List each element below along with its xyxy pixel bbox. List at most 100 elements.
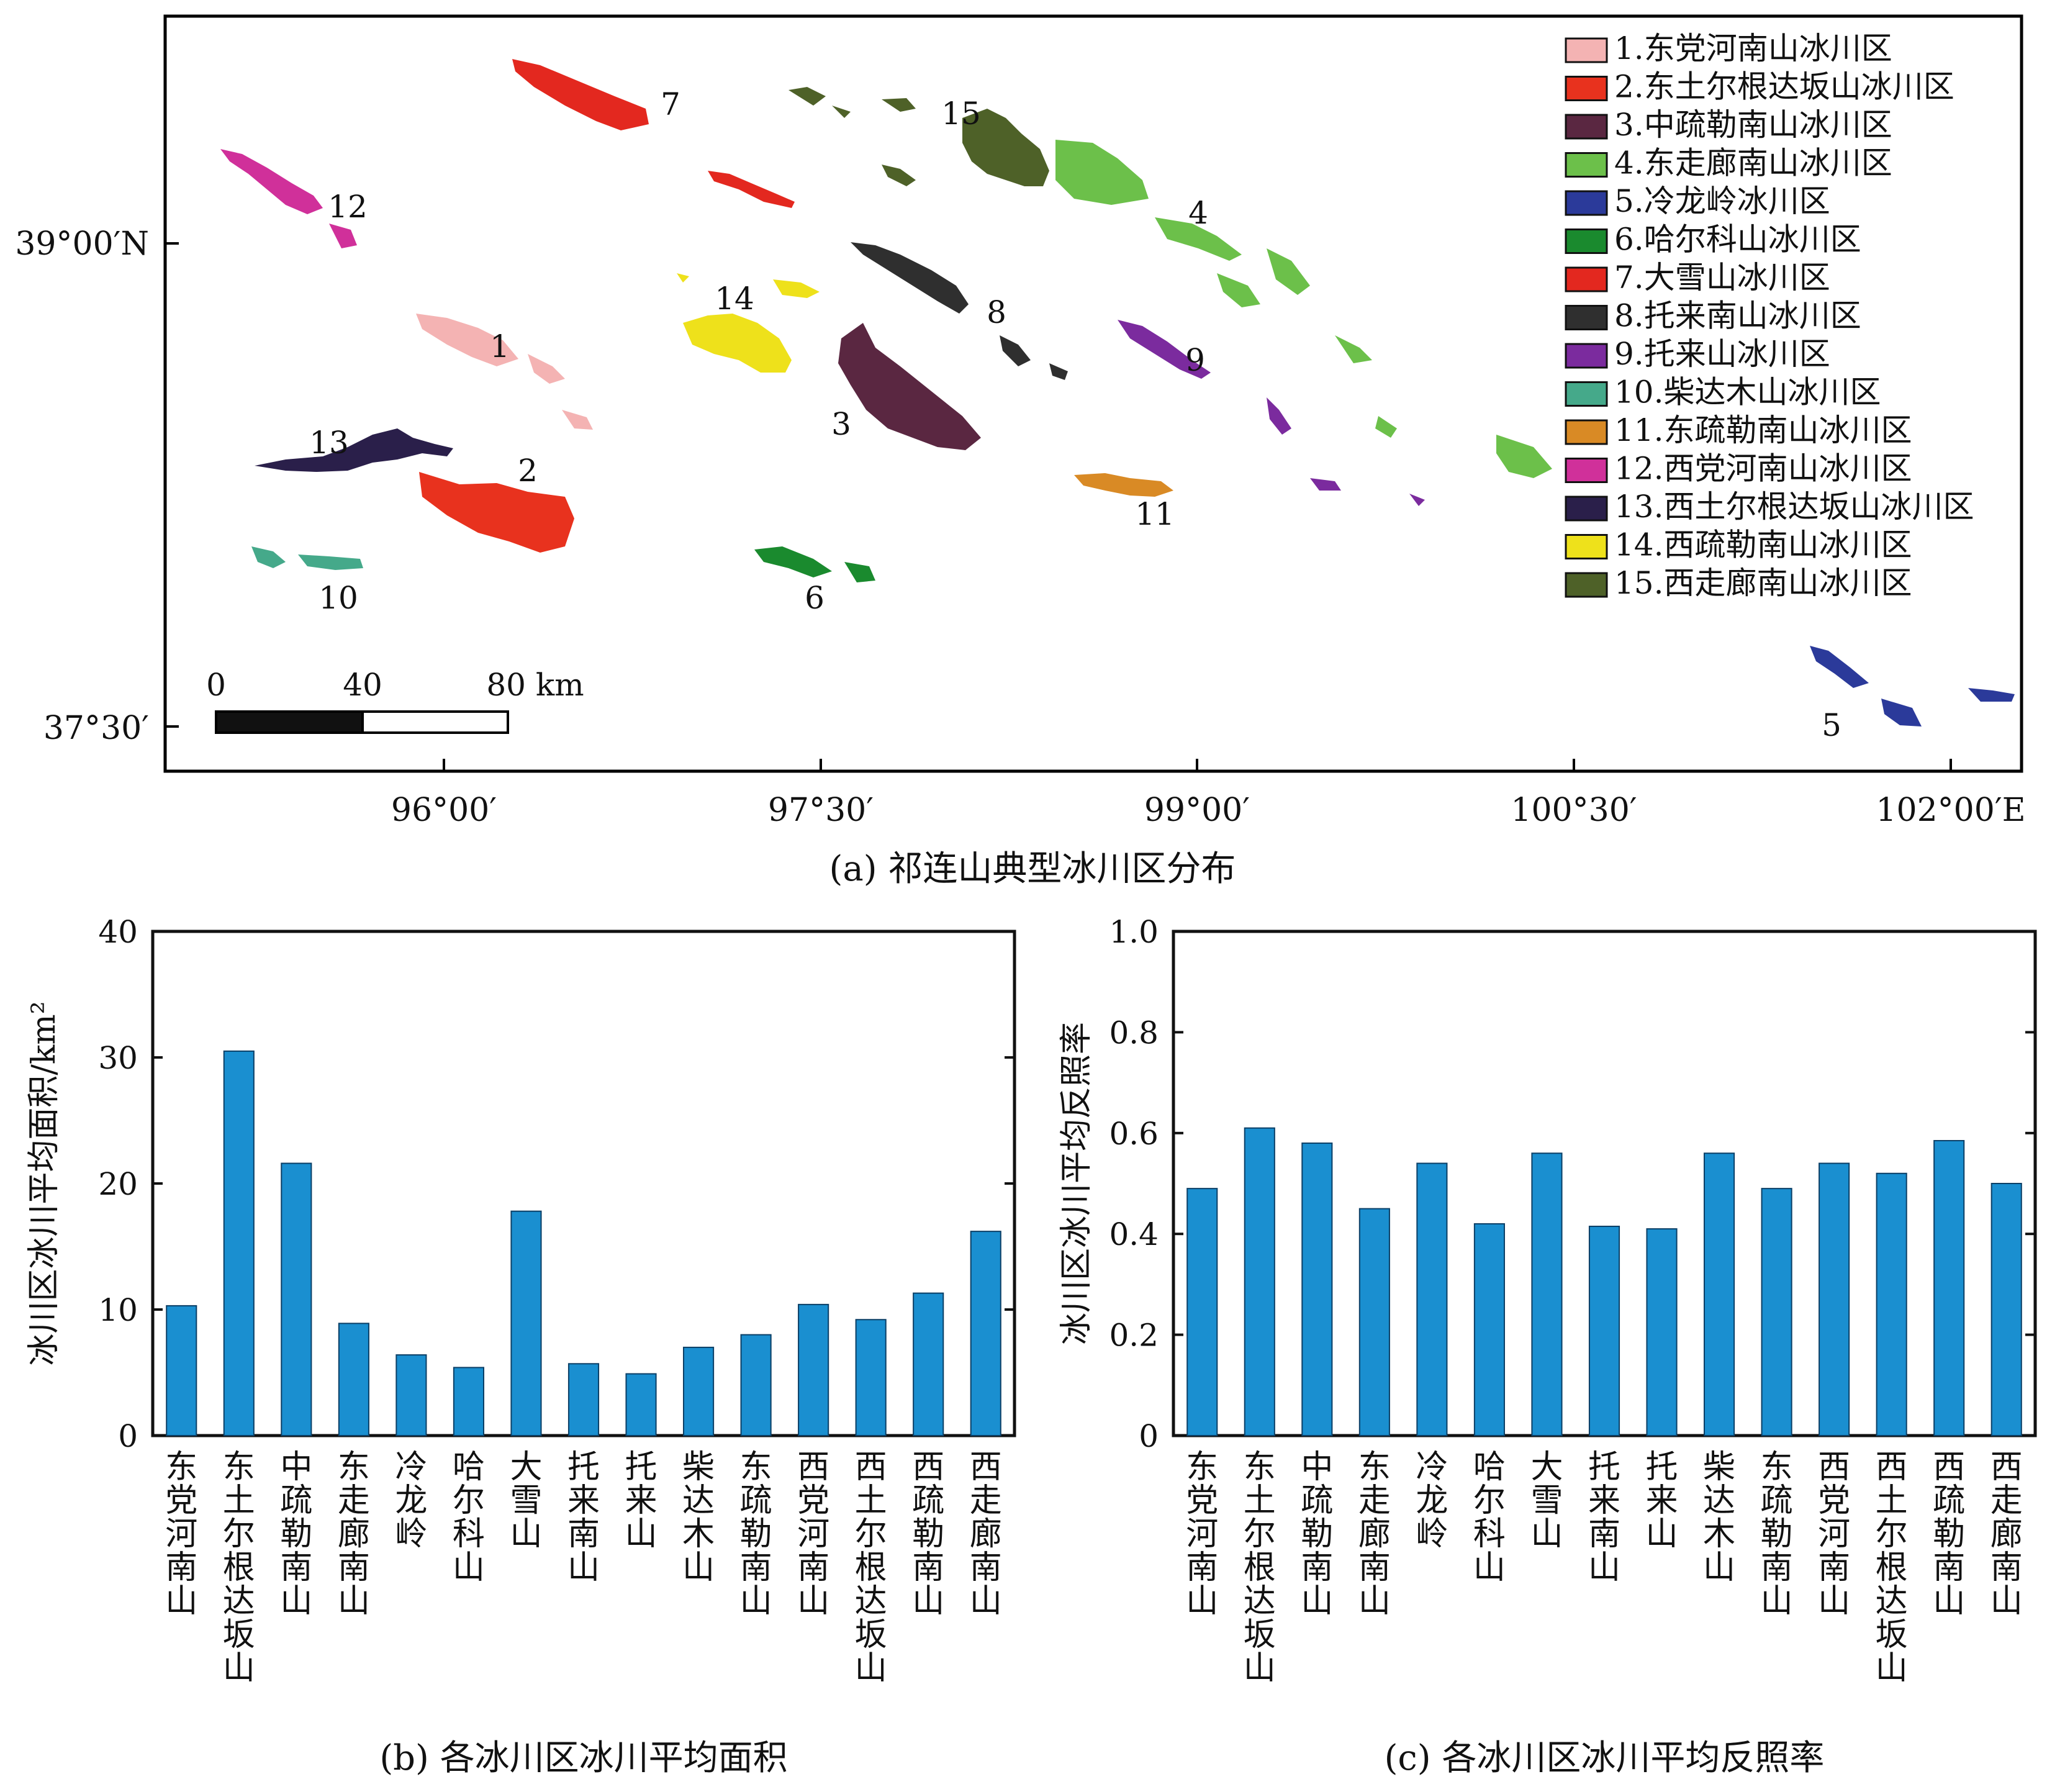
bar-东疏勒南山 — [1761, 1188, 1792, 1436]
legend-swatch — [1565, 37, 1608, 63]
bar-大雪山 — [1531, 1152, 1563, 1436]
lon-tick-label: 102°00′E — [1876, 792, 2025, 829]
y-tick-label: 40 — [98, 914, 138, 950]
mean-albedo-chart-svg: 0 0.2 0.4 0.6 0.8 1.0 冰川区冰川平均反照率东党河南山东土尔根达坂山中疏… — [1058, 914, 2037, 1778]
glacier-region-7 — [512, 59, 795, 208]
x-tick-label: 东疏勒南山 — [740, 1449, 772, 1620]
x-tick-label: 西走廊南山 — [970, 1449, 1002, 1620]
scale-bar-label: 40 — [343, 667, 382, 703]
legend-label: 4.东走廊南山冰川区 — [1614, 145, 1892, 181]
bar-柴达木山 — [683, 1346, 715, 1437]
glacier-region-6 — [754, 546, 875, 582]
map-legend: 1.东党河南山冰川区2.东土尔根达坂山冰川区3.中疏勒南山冰川区4.东走廊南山冰… — [1565, 30, 1974, 601]
y-tick-label: 0.6 — [1109, 1116, 1159, 1152]
legend-label: 6.哈尔科山冰川区 — [1614, 222, 1861, 258]
x-tick-label: 东走廊南山 — [1358, 1449, 1391, 1620]
x-tick-label: 西党河南山 — [1818, 1449, 1850, 1620]
bar-东党河南山 — [1186, 1188, 1218, 1436]
region-number-5: 5 — [1822, 707, 1841, 743]
x-tick-label: 西土尔根达坂山 — [855, 1449, 887, 1687]
x-tick-label: 东党河南山 — [165, 1449, 197, 1620]
bar-西土尔根达坂山 — [1876, 1172, 1907, 1436]
chart-caption: (c) 各冰川区冰川平均反照率 — [1385, 1738, 1825, 1778]
region-number-2: 2 — [518, 453, 538, 489]
legend-swatch — [1565, 76, 1608, 101]
x-tick-label: 西走廊南山 — [1990, 1449, 2023, 1620]
scale-bar: 0 40 80 km — [206, 667, 584, 734]
glacier-region-8 — [851, 242, 1068, 380]
legend-swatch — [1565, 152, 1608, 178]
bar-西土尔根达坂山 — [855, 1319, 887, 1436]
x-tick-label: 东党河南山 — [1186, 1449, 1218, 1620]
legend-swatch — [1565, 229, 1608, 254]
bar-托来山 — [625, 1373, 657, 1437]
bar-大雪山 — [510, 1210, 542, 1436]
y-axis-label: 冰川区冰川平均面积/km² — [25, 1001, 63, 1365]
glacier-region-5 — [1810, 646, 2015, 726]
x-tick-label: 中疏勒南山 — [1301, 1449, 1333, 1620]
x-tick-label: 东土尔根达坂山 — [223, 1449, 255, 1687]
legend-label: 15.西走廊南山冰川区 — [1614, 565, 1912, 601]
legend-swatch — [1565, 572, 1608, 598]
glacier-region-1 — [416, 314, 593, 430]
legend-label: 11.东疏勒南山冰川区 — [1614, 412, 1912, 448]
legend-swatch — [1565, 266, 1608, 292]
y-tick-label: 20 — [98, 1166, 138, 1202]
x-tick-label: 托来山 — [625, 1449, 657, 1553]
legend-label: 8.托来南山冰川区 — [1614, 298, 1861, 334]
lon-tick-label: 100°30′ — [1511, 792, 1637, 829]
bar-哈尔科山 — [1473, 1223, 1505, 1437]
lon-tick-marks — [165, 242, 1952, 771]
scale-bar-label: 0 — [206, 667, 226, 703]
bar-托来南山 — [1588, 1226, 1620, 1437]
bar-东走廊南山 — [1358, 1208, 1390, 1436]
x-tick-label: 托来南山 — [567, 1449, 600, 1586]
legend-label: 1.东党河南山冰川区 — [1614, 30, 1892, 66]
y-tick-label: 0.8 — [1109, 1015, 1159, 1051]
region-number-3: 3 — [831, 406, 851, 442]
legend-swatch — [1565, 496, 1608, 522]
lon-tick-label: 97°30′ — [768, 792, 874, 829]
legend-swatch — [1565, 305, 1608, 330]
region-number-8: 8 — [987, 294, 1006, 330]
glacier-region-3 — [838, 323, 981, 450]
x-tick-label: 中疏勒南山 — [280, 1449, 312, 1620]
region-number-7: 7 — [661, 86, 680, 122]
map-frame — [163, 14, 2023, 773]
legend-label: 14.西疏勒南山冰川区 — [1614, 527, 1912, 563]
region-number-9: 9 — [1185, 342, 1205, 378]
legend-swatch — [1565, 458, 1608, 483]
glacier-region-9 — [1118, 320, 1425, 506]
bar-西走廊南山 — [970, 1231, 1001, 1436]
region-number-11: 11 — [1135, 496, 1175, 532]
bar-东党河南山 — [166, 1305, 197, 1436]
legend-label: 7.大雪山冰川区 — [1614, 260, 1830, 296]
bar-西疏勒南山 — [1933, 1139, 1965, 1436]
x-tick-label: 大雪山 — [510, 1449, 542, 1553]
x-tick-label: 西疏勒南山 — [1933, 1449, 1965, 1620]
x-tick-label: 冷龙岭 — [1416, 1449, 1448, 1553]
glacier-region-11 — [1074, 473, 1173, 497]
bar-冷龙岭 — [1416, 1162, 1448, 1436]
x-tick-label: 东走廊南山 — [338, 1449, 370, 1620]
legend-label: 13.西土尔根达坂山冰川区 — [1614, 489, 1974, 525]
legend-label: 5.冷龙岭冰川区 — [1614, 183, 1830, 219]
bar-东土尔根达坂山 — [1244, 1127, 1275, 1436]
region-number-6: 6 — [805, 580, 825, 616]
legend-label: 10.柴达木山冰川区 — [1614, 374, 1881, 410]
bar-柴达木山 — [1704, 1152, 1735, 1436]
x-tick-label: 东疏勒南山 — [1761, 1449, 1793, 1620]
x-tick-label: 哈尔科山 — [1473, 1449, 1506, 1586]
legend-label: 2.东土尔根达坂山冰川区 — [1614, 69, 1954, 105]
bar-西疏勒南山 — [913, 1292, 944, 1436]
region-number-13: 13 — [309, 425, 349, 461]
bar-西党河南山 — [798, 1303, 829, 1436]
legend-swatch — [1565, 381, 1608, 407]
legend-swatch — [1565, 343, 1608, 369]
bar-西走廊南山 — [1990, 1183, 2022, 1436]
x-tick-label: 西疏勒南山 — [912, 1449, 944, 1620]
mean-area-chart-svg: 010203040冰川区冰川平均面积/km²东党河南山东土尔根达坂山中疏勒南山东… — [25, 914, 1016, 1778]
y-tick-label: 10 — [98, 1292, 138, 1328]
x-tick-label: 柴达木山 — [1703, 1449, 1735, 1586]
lon-tick-label: 96°00′ — [391, 792, 497, 829]
